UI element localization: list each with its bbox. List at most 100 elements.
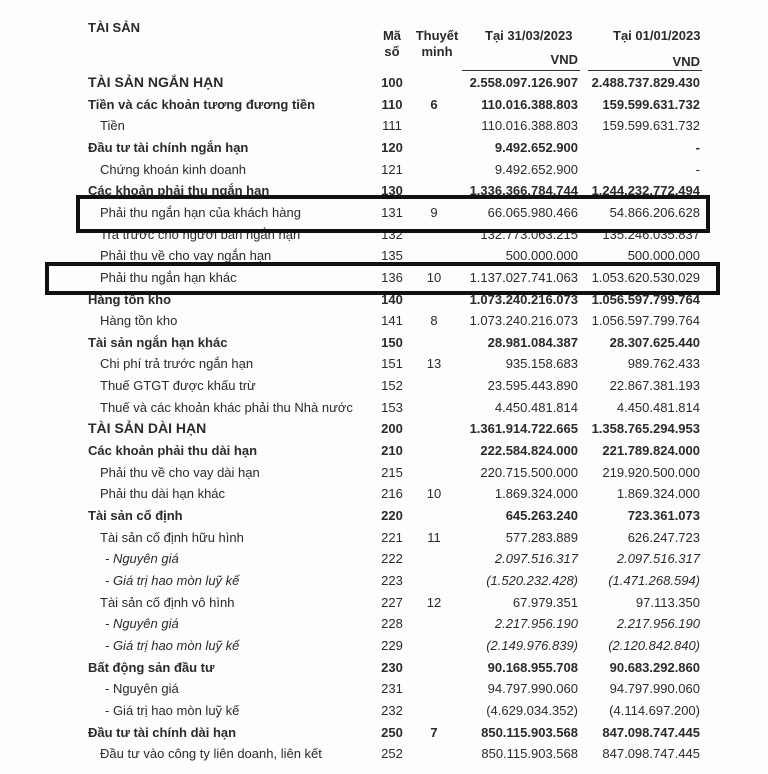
row-value-2023-01-01: 2.488.737.829.430 <box>591 75 700 90</box>
row-code: 220 <box>381 508 403 523</box>
row-value-2023-03-31: 9.492.652.900 <box>494 139 578 155</box>
row-label: Tiền <box>100 118 125 134</box>
table-row: - Giá trị hao mòn luỹ kế 232 (4.629.034.35… <box>0 700 768 721</box>
row-code: 141 <box>381 313 403 329</box>
row-value-2023-01-01: 90.683.292.860 <box>609 659 700 675</box>
row-value-2023-01-01: 626.247.723 <box>627 529 700 545</box>
row-code: 120 <box>381 139 403 155</box>
row-value-2023-03-31: 110.016.388.803 <box>481 96 578 112</box>
row-note: 9 <box>430 204 438 220</box>
row-code: 110 <box>381 96 403 112</box>
row-code: 232 <box>381 702 403 718</box>
row-value-2023-03-31: 577.283.889 <box>505 529 578 545</box>
table-row: - Nguyên giá 222 2.097.516.317 2.097.516.31… <box>0 548 768 569</box>
table-row: Hàng tồn kho 140 1.073.240.216.073 1.056.59… <box>0 289 768 310</box>
row-label: Phải thu ngắn hạn khác <box>100 269 237 285</box>
row-label: Thuế và các khoản khác phải thu Nhà nước <box>100 399 353 415</box>
row-value-2023-03-31: 1.869.324.000 <box>494 486 578 502</box>
row-value-2023-03-31: 1.361.914.722.665 <box>469 421 578 437</box>
row-label: Các khoản phải thu dài hạn <box>88 443 258 459</box>
row-value-2023-01-01: 159.599.631.732 <box>602 118 700 134</box>
row-code: 228 <box>381 616 403 632</box>
row-label: Tiền và các khoản tương đương tiền <box>88 96 316 112</box>
table-row: Đầu tư tài chính ngắn hạn 120 9.492.652.90… <box>0 137 768 158</box>
row-value-2023-01-01: 500.000.000 <box>627 248 700 264</box>
row-value-2023-01-01: 4.450.481.814 <box>616 399 700 415</box>
row-label: Hàng tồn kho <box>88 291 172 307</box>
row-value-2023-01-01: 2.217.956.190 <box>616 616 700 632</box>
row-label: Chi phí trả trước ngắn hạn <box>100 356 254 372</box>
table-row: Tài sản cố định hữu hình 221 11 577.283.889… <box>0 527 768 548</box>
row-value-2023-03-31: 67.979.351 <box>512 594 578 610</box>
row-value-2023-01-01: - <box>695 139 700 155</box>
highlight-box-customer-receivables <box>76 195 710 233</box>
row-value-2023-03-31: 2.558.097.126.907 <box>469 75 578 90</box>
row-value-2023-03-31: (2.149.976.839) <box>486 637 578 653</box>
row-value-2023-03-31: 90.168.955.708 <box>487 659 578 675</box>
row-label: Tài sản ngắn hạn khác <box>88 334 228 350</box>
row-code: 227 <box>381 594 403 610</box>
table-row: Tài sản cố định 220 645.263.240 723.361.073 <box>0 505 768 526</box>
row-value-2023-01-01: (4.114.697.200) <box>609 702 700 718</box>
row-value-2023-03-31: 94.797.990.060 <box>487 681 578 697</box>
row-label: Hàng tồn kho <box>100 313 178 329</box>
row-code: 111 <box>382 118 402 134</box>
row-code: 135 <box>381 248 403 264</box>
row-value-2023-01-01: 1.244.232.772.494 <box>591 183 700 199</box>
row-value-2023-01-01: 847.098.747.445 <box>602 724 700 740</box>
row-value-2023-03-31: 2.097.516.317 <box>494 551 578 567</box>
row-label: TÀI SẢN DÀI HẠN <box>88 420 207 437</box>
unit2-label: VND <box>672 54 700 69</box>
row-code: 153 <box>381 399 403 415</box>
row-value-2023-01-01: 989.762.433 <box>627 356 700 372</box>
row-value-2023-01-01: 221.789.824.000 <box>602 443 700 459</box>
row-value-2023-01-01: 1.053.620.530.029 <box>591 269 700 285</box>
row-code: 131 <box>381 204 403 220</box>
date2-column-header: Tại 01/01/2023 <box>613 28 701 43</box>
row-label: Đầu tư vào công ty liên doanh, liên kết <box>100 746 322 762</box>
row-value-2023-03-31: 500.000.000 <box>505 248 578 264</box>
table-row: Đầu tư tài chính dài hạn 250 7 850.115.903.… <box>0 722 768 743</box>
table-row: Phải thu dài hạn khác 216 10 1.869.324.000 1… <box>0 483 768 504</box>
row-label: Tài sản cố định <box>88 508 183 523</box>
row-label: Đầu tư tài chính dài hạn <box>88 724 237 740</box>
row-note: 8 <box>430 313 438 329</box>
row-label: Tài sản cố định hữu hình <box>100 529 244 545</box>
row-value-2023-03-31: 1.137.027.741.063 <box>469 269 578 285</box>
table-row: - Nguyên giá 228 2.217.956.190 2.217.956.19… <box>0 613 768 634</box>
row-value-2023-01-01: 94.797.990.060 <box>609 681 700 697</box>
row-value-2023-01-01: 1.869.324.000 <box>616 486 700 502</box>
row-value-2023-01-01: 1.358.765.294.953 <box>591 421 700 437</box>
row-value-2023-03-31: 2.217.956.190 <box>494 616 578 632</box>
header-rule-1 <box>462 70 580 71</box>
row-value-2023-03-31: (4.629.034.352) <box>486 702 578 718</box>
row-note: 11 <box>427 529 441 545</box>
row-code: 215 <box>381 464 403 480</box>
row-label: Phải thu về cho vay dài hạn <box>100 464 260 480</box>
row-value-2023-01-01: 22.867.381.193 <box>609 378 700 394</box>
row-label: Thuế GTGT được khấu trừ <box>100 378 256 394</box>
row-value-2023-03-31: 1.073.240.216.073 <box>469 291 578 307</box>
row-note: 13 <box>426 356 442 372</box>
table-row: Phải thu ngắn hạn khác 136 10 1.137.027.741… <box>0 267 768 288</box>
row-value-2023-01-01: 28.307.625.440 <box>609 334 700 350</box>
table-row: TÀI SẢN DÀI HẠN 200 1.361.914.722.665 1.358… <box>0 418 768 439</box>
row-code: 130 <box>381 183 403 199</box>
row-label: Phải thu dài hạn khác <box>100 486 226 502</box>
row-value-2023-03-31: 28.981.084.387 <box>487 334 578 350</box>
row-label: Phải thu ngắn hạn của khách hàng <box>100 204 301 220</box>
row-label: - Giá trị hao mòn luỹ kế <box>105 572 240 588</box>
table-row: Chi phí trả trước ngắn hạn 151 13 935.158.6… <box>0 353 768 374</box>
row-code: 121 <box>381 161 403 177</box>
row-code: 136 <box>381 269 403 285</box>
row-code: 151 <box>381 356 403 372</box>
row-code: 140 <box>381 291 403 307</box>
row-value-2023-03-31: 110.016.388.803 <box>481 118 578 134</box>
row-value-2023-03-31: 850.115.903.568 <box>481 746 578 762</box>
row-code: 210 <box>381 443 403 459</box>
row-value-2023-01-01: (1.471.268.594) <box>608 572 700 588</box>
section-heading: TÀI SẢN <box>88 20 140 35</box>
row-value-2023-01-01: 847.098.747.445 <box>602 746 700 762</box>
row-label: - Nguyên giá <box>105 551 179 567</box>
table-row: Các khoản phải thu dài hạn 210 222.584.824… <box>0 440 768 461</box>
